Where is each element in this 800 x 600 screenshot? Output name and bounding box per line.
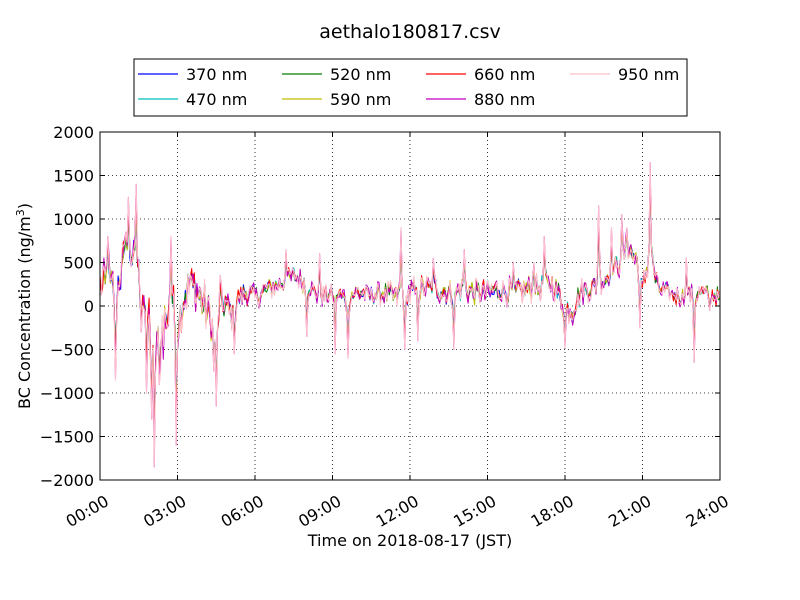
series-line: [99, 184, 721, 439]
legend-label: 470 nm: [186, 90, 247, 109]
y-axis-label-sup: 3: [14, 209, 27, 216]
legend-label: 370 nm: [186, 65, 247, 84]
y-tick-label: 1500: [53, 167, 94, 186]
x-tick-label: 15:00: [450, 491, 499, 531]
x-tick-label: 18:00: [528, 491, 577, 531]
legend-entry: 950 nm: [570, 65, 679, 84]
y-tick-label: −500: [50, 341, 94, 360]
legend-label: 880 nm: [474, 90, 535, 109]
legend-entry: 470 nm: [138, 90, 247, 109]
ticks: [99, 131, 721, 481]
series-lines: [99, 162, 721, 468]
y-tick-label: 1000: [53, 210, 94, 229]
grid: [100, 132, 720, 480]
y-axis-label-main: BC Concentration (ng/m: [15, 216, 34, 409]
y-axis-label: BC Concentration (ng/m3): [14, 203, 34, 409]
x-tick-label: 21:00: [605, 491, 654, 531]
x-tick-labels: 00:00 03:00 06:00 09:00 12:00 15:00 18:00 21:00…: [63, 491, 732, 531]
y-tick-labels: 2000 1500 1000 500 0 −500 −1000 −1500 −2000: [40, 123, 94, 490]
y-tick-label: −2000: [40, 471, 94, 490]
y-tick-label: 500: [63, 254, 94, 273]
y-axis-label-close: ): [15, 203, 34, 209]
series-line: [99, 162, 721, 468]
x-tick-label: 09:00: [295, 491, 344, 531]
y-tick-label: −1500: [40, 428, 94, 447]
legend-entry: 590 nm: [282, 90, 391, 109]
legend-frame: [133, 58, 688, 117]
chart-title: aethalo180817.csv: [319, 21, 501, 43]
x-tick-label: 06:00: [218, 491, 267, 531]
legend-label: 950 nm: [618, 65, 679, 84]
legend-label: 520 nm: [330, 65, 391, 84]
legend-entry: 370 nm: [138, 65, 247, 84]
legend-entry: 880 nm: [426, 90, 535, 109]
x-axis-label: Time on 2018-08-17 (JST): [307, 531, 512, 550]
legend-label: 590 nm: [330, 90, 391, 109]
x-tick-label: 24:00: [683, 491, 732, 531]
legend: 370 nm 470 nm 520 nm 590 nm 660 nm 880 nm 950 …: [133, 58, 688, 117]
y-tick-label: −1000: [40, 384, 94, 403]
y-tick-label: 0: [84, 297, 94, 316]
y-tick-label: 2000: [53, 123, 94, 142]
x-tick-label: 12:00: [373, 491, 422, 531]
x-tick-label: 00:00: [63, 491, 112, 531]
legend-entry: 660 nm: [426, 65, 535, 84]
legend-entry: 520 nm: [282, 65, 391, 84]
legend-label: 660 nm: [474, 65, 535, 84]
series-line: [99, 182, 721, 442]
x-tick-label: 03:00: [140, 491, 189, 531]
